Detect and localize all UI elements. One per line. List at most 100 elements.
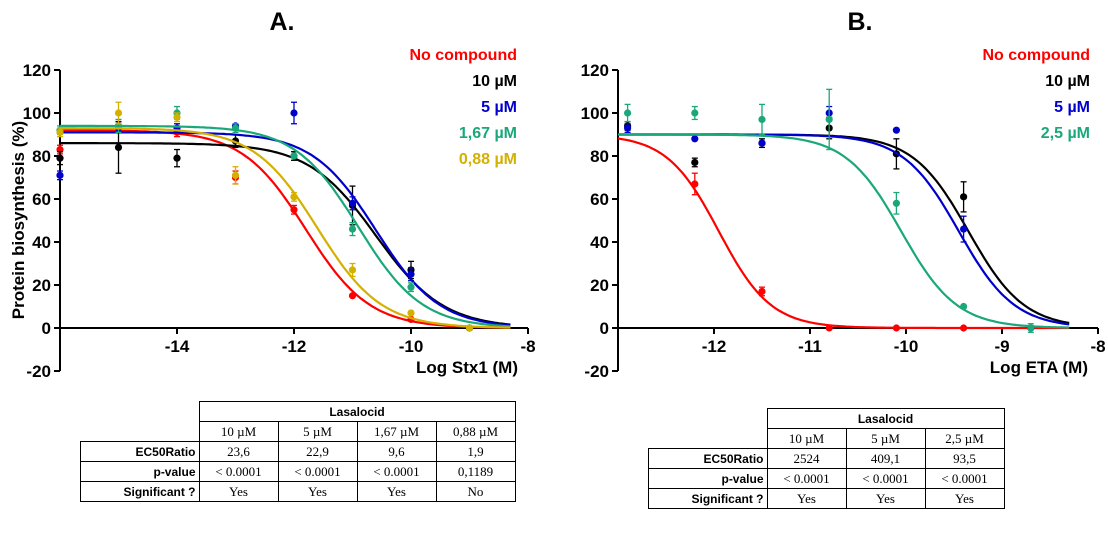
table-row: Significant ? Yes Yes Yes No — [80, 481, 516, 502]
table-cell: 2524 — [766, 448, 847, 469]
legend-entry: 5 µM — [1054, 99, 1090, 116]
column-header: 5 µM — [845, 428, 926, 449]
data-point — [691, 158, 699, 167]
data-point — [348, 266, 357, 274]
column-header: 10 µM — [198, 421, 279, 442]
fit-curve — [618, 133, 1070, 329]
data-point — [348, 292, 357, 300]
data-point — [114, 109, 123, 117]
panel-letter: A. — [270, 8, 295, 36]
data-point — [407, 309, 415, 317]
legend-entry: No compound — [982, 47, 1090, 64]
row-label: Significant ? — [80, 481, 200, 502]
data-point — [825, 324, 833, 332]
y-tick-label: -20 — [584, 362, 609, 381]
x-tick-label: -12 — [702, 337, 727, 356]
row-label: EC50Ratio — [648, 448, 768, 469]
table-cell: Yes — [766, 488, 847, 509]
data-point — [465, 324, 474, 332]
y-tick-label: 20 — [590, 276, 609, 295]
table-cell: Yes — [356, 481, 437, 502]
data-point — [691, 109, 699, 117]
y-tick-label: 60 — [32, 190, 51, 209]
data-point — [892, 126, 901, 134]
stats-table-a: Lasalocid 10 µM 5 µM 1,67 µM 0,88 µM EC5… — [80, 401, 516, 502]
data-point — [348, 225, 357, 233]
table-row: p-value < 0.0001 < 0.0001 < 0.0001 — [648, 468, 1005, 489]
fit-curve — [617, 137, 1070, 330]
table-row: EC50Ratio 23,6 22,9 9,6 1,9 — [80, 441, 516, 462]
data-point — [231, 124, 240, 132]
x-tick-label: -8 — [1090, 337, 1105, 356]
table-cell: < 0.0001 — [277, 461, 358, 482]
table-cell: No — [435, 481, 516, 502]
legend-entry: 2,5 µM — [1041, 125, 1090, 142]
row-label: p-value — [648, 468, 768, 489]
table-cell: Yes — [198, 481, 279, 502]
row-label: p-value — [80, 461, 200, 482]
data-point — [407, 283, 415, 291]
table-title: Lasalocid — [766, 408, 1005, 429]
column-header: 10 µM — [766, 428, 847, 449]
fit-curve — [60, 142, 511, 326]
data-point — [691, 180, 699, 188]
column-header: 2,5 µM — [924, 428, 1005, 449]
table-title: Lasalocid — [198, 401, 516, 422]
x-axis-title: Log ETA (M) — [990, 358, 1088, 377]
data-point — [892, 324, 901, 332]
table-row: p-value < 0.0001 < 0.0001 < 0.0001 0,118… — [80, 461, 516, 482]
data-point — [758, 287, 766, 296]
data-point — [173, 154, 181, 162]
data-point — [290, 109, 298, 117]
table-cell: Yes — [277, 481, 358, 502]
table-cell: Yes — [845, 488, 926, 509]
column-header: 0,88 µM — [435, 421, 516, 442]
x-tick-label: -11 — [798, 337, 822, 356]
data-point — [825, 115, 833, 124]
data-point — [231, 171, 240, 179]
table-cell: < 0.0001 — [356, 461, 437, 482]
fit-curve — [60, 131, 511, 327]
y-tick-label: 80 — [32, 147, 51, 166]
table-cell: 9,6 — [356, 441, 437, 462]
legend-entry: 10 µM — [472, 73, 517, 90]
data-point — [624, 124, 632, 132]
data-point — [892, 199, 901, 207]
column-header: 1,67 µM — [356, 421, 437, 442]
x-tick-label: -9 — [994, 337, 1009, 356]
data-point — [960, 225, 968, 233]
y-tick-label: 120 — [581, 61, 609, 80]
table-cell: < 0.0001 — [766, 468, 847, 489]
data-point — [290, 152, 298, 160]
data-point — [173, 113, 181, 121]
table-cell: < 0.0001 — [924, 468, 1005, 489]
legend-entry: 1,67 µM — [459, 125, 517, 142]
y-axis-title: Protein biosynthesis (%) — [9, 121, 28, 319]
table-row: EC50Ratio 2524 409,1 93,5 — [648, 448, 1005, 469]
x-tick-label: -14 — [165, 337, 190, 356]
data-point — [56, 171, 64, 179]
data-point — [960, 324, 968, 332]
legend-entry: 5 µM — [481, 99, 517, 116]
data-point — [290, 206, 298, 214]
data-point — [290, 193, 298, 201]
y-tick-label: 100 — [581, 104, 609, 123]
y-tick-label: -20 — [26, 362, 51, 381]
fit-curve — [618, 133, 1070, 326]
data-point — [758, 139, 766, 147]
x-axis-title: Log Stx1 (M) — [416, 358, 518, 377]
data-point — [56, 154, 64, 162]
row-label: Significant ? — [648, 488, 768, 509]
table-cell: 0,1189 — [435, 461, 516, 482]
panel-letter: B. — [848, 8, 873, 36]
y-tick-label: 40 — [590, 233, 609, 252]
table-cell: 23,6 — [198, 441, 279, 462]
legend-entry: No compound — [409, 47, 517, 64]
table-cell: < 0.0001 — [845, 468, 926, 489]
x-tick-label: -10 — [399, 337, 424, 356]
table-cell: 1,9 — [435, 441, 516, 462]
y-tick-label: 80 — [590, 147, 609, 166]
table-cell: 409,1 — [845, 448, 926, 469]
